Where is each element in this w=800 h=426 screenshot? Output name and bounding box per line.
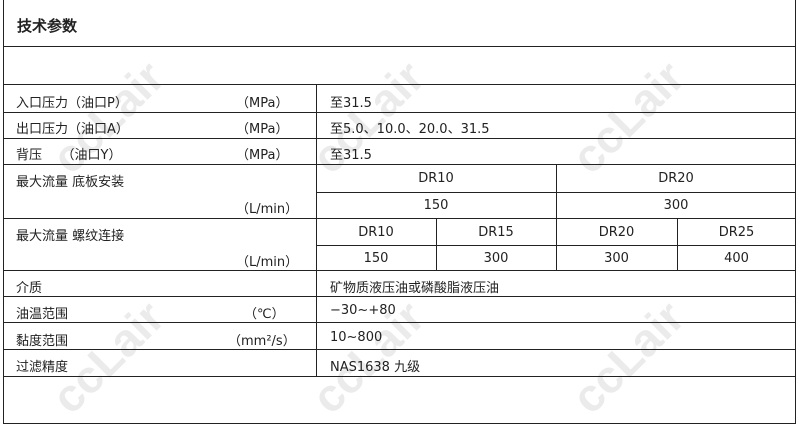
size-header: DR20: [658, 171, 694, 186]
size-header: DR15: [478, 225, 514, 240]
row-label: 黏度范围: [16, 334, 69, 349]
row-label: 过滤精度: [16, 360, 69, 375]
flow-value: 300: [483, 251, 509, 266]
row-unit: （mm²/s）: [228, 334, 296, 349]
column-divider: [316, 85, 317, 377]
row-value: −30~+80: [330, 303, 396, 318]
size-header: DR10: [418, 171, 454, 186]
row-unit: （L/min）: [236, 255, 299, 270]
row-unit: （L/min）: [236, 202, 299, 217]
row-unit: （℃）: [244, 307, 285, 322]
row-unit: （MPa）: [236, 148, 289, 163]
row-label: 背压 （油口Y）: [16, 148, 122, 163]
row-unit: （MPa）: [236, 96, 289, 111]
row-unit: （MPa）: [236, 122, 289, 137]
row-label: 出口压力（油口A）: [16, 122, 129, 137]
flow-value: 400: [724, 251, 749, 266]
row-value: 至31.5: [330, 148, 372, 163]
row-value: NAS1638 九级: [330, 360, 421, 375]
size-header: DR10: [358, 225, 394, 240]
row-value: 至5.0、10.0、20.0、31.5: [330, 122, 490, 137]
row-value: 矿物质液压油或磷酸脂液压油: [330, 281, 500, 296]
blank-row: [3, 47, 796, 85]
size-header: DR20: [598, 225, 635, 240]
section-title: 技术参数: [17, 17, 78, 35]
row-label: 最大流量 螺纹连接: [16, 229, 125, 244]
flow-value: 150: [363, 251, 389, 266]
size-header: DR25: [718, 225, 755, 240]
title-row: [3, 0, 796, 47]
row-label: 油温范围: [16, 307, 69, 322]
row-value: 10~800: [330, 330, 383, 345]
row-label: 最大流量 底板安装: [16, 175, 125, 190]
flow-value: 300: [663, 198, 689, 213]
flow-value: 150: [423, 198, 449, 213]
row-label: 入口压力（油口P）: [16, 96, 128, 111]
row-label: 介质: [16, 281, 43, 296]
flow-value: 300: [604, 251, 629, 266]
row-value: 至31.5: [330, 96, 372, 111]
spec-table: [3, 0, 796, 424]
